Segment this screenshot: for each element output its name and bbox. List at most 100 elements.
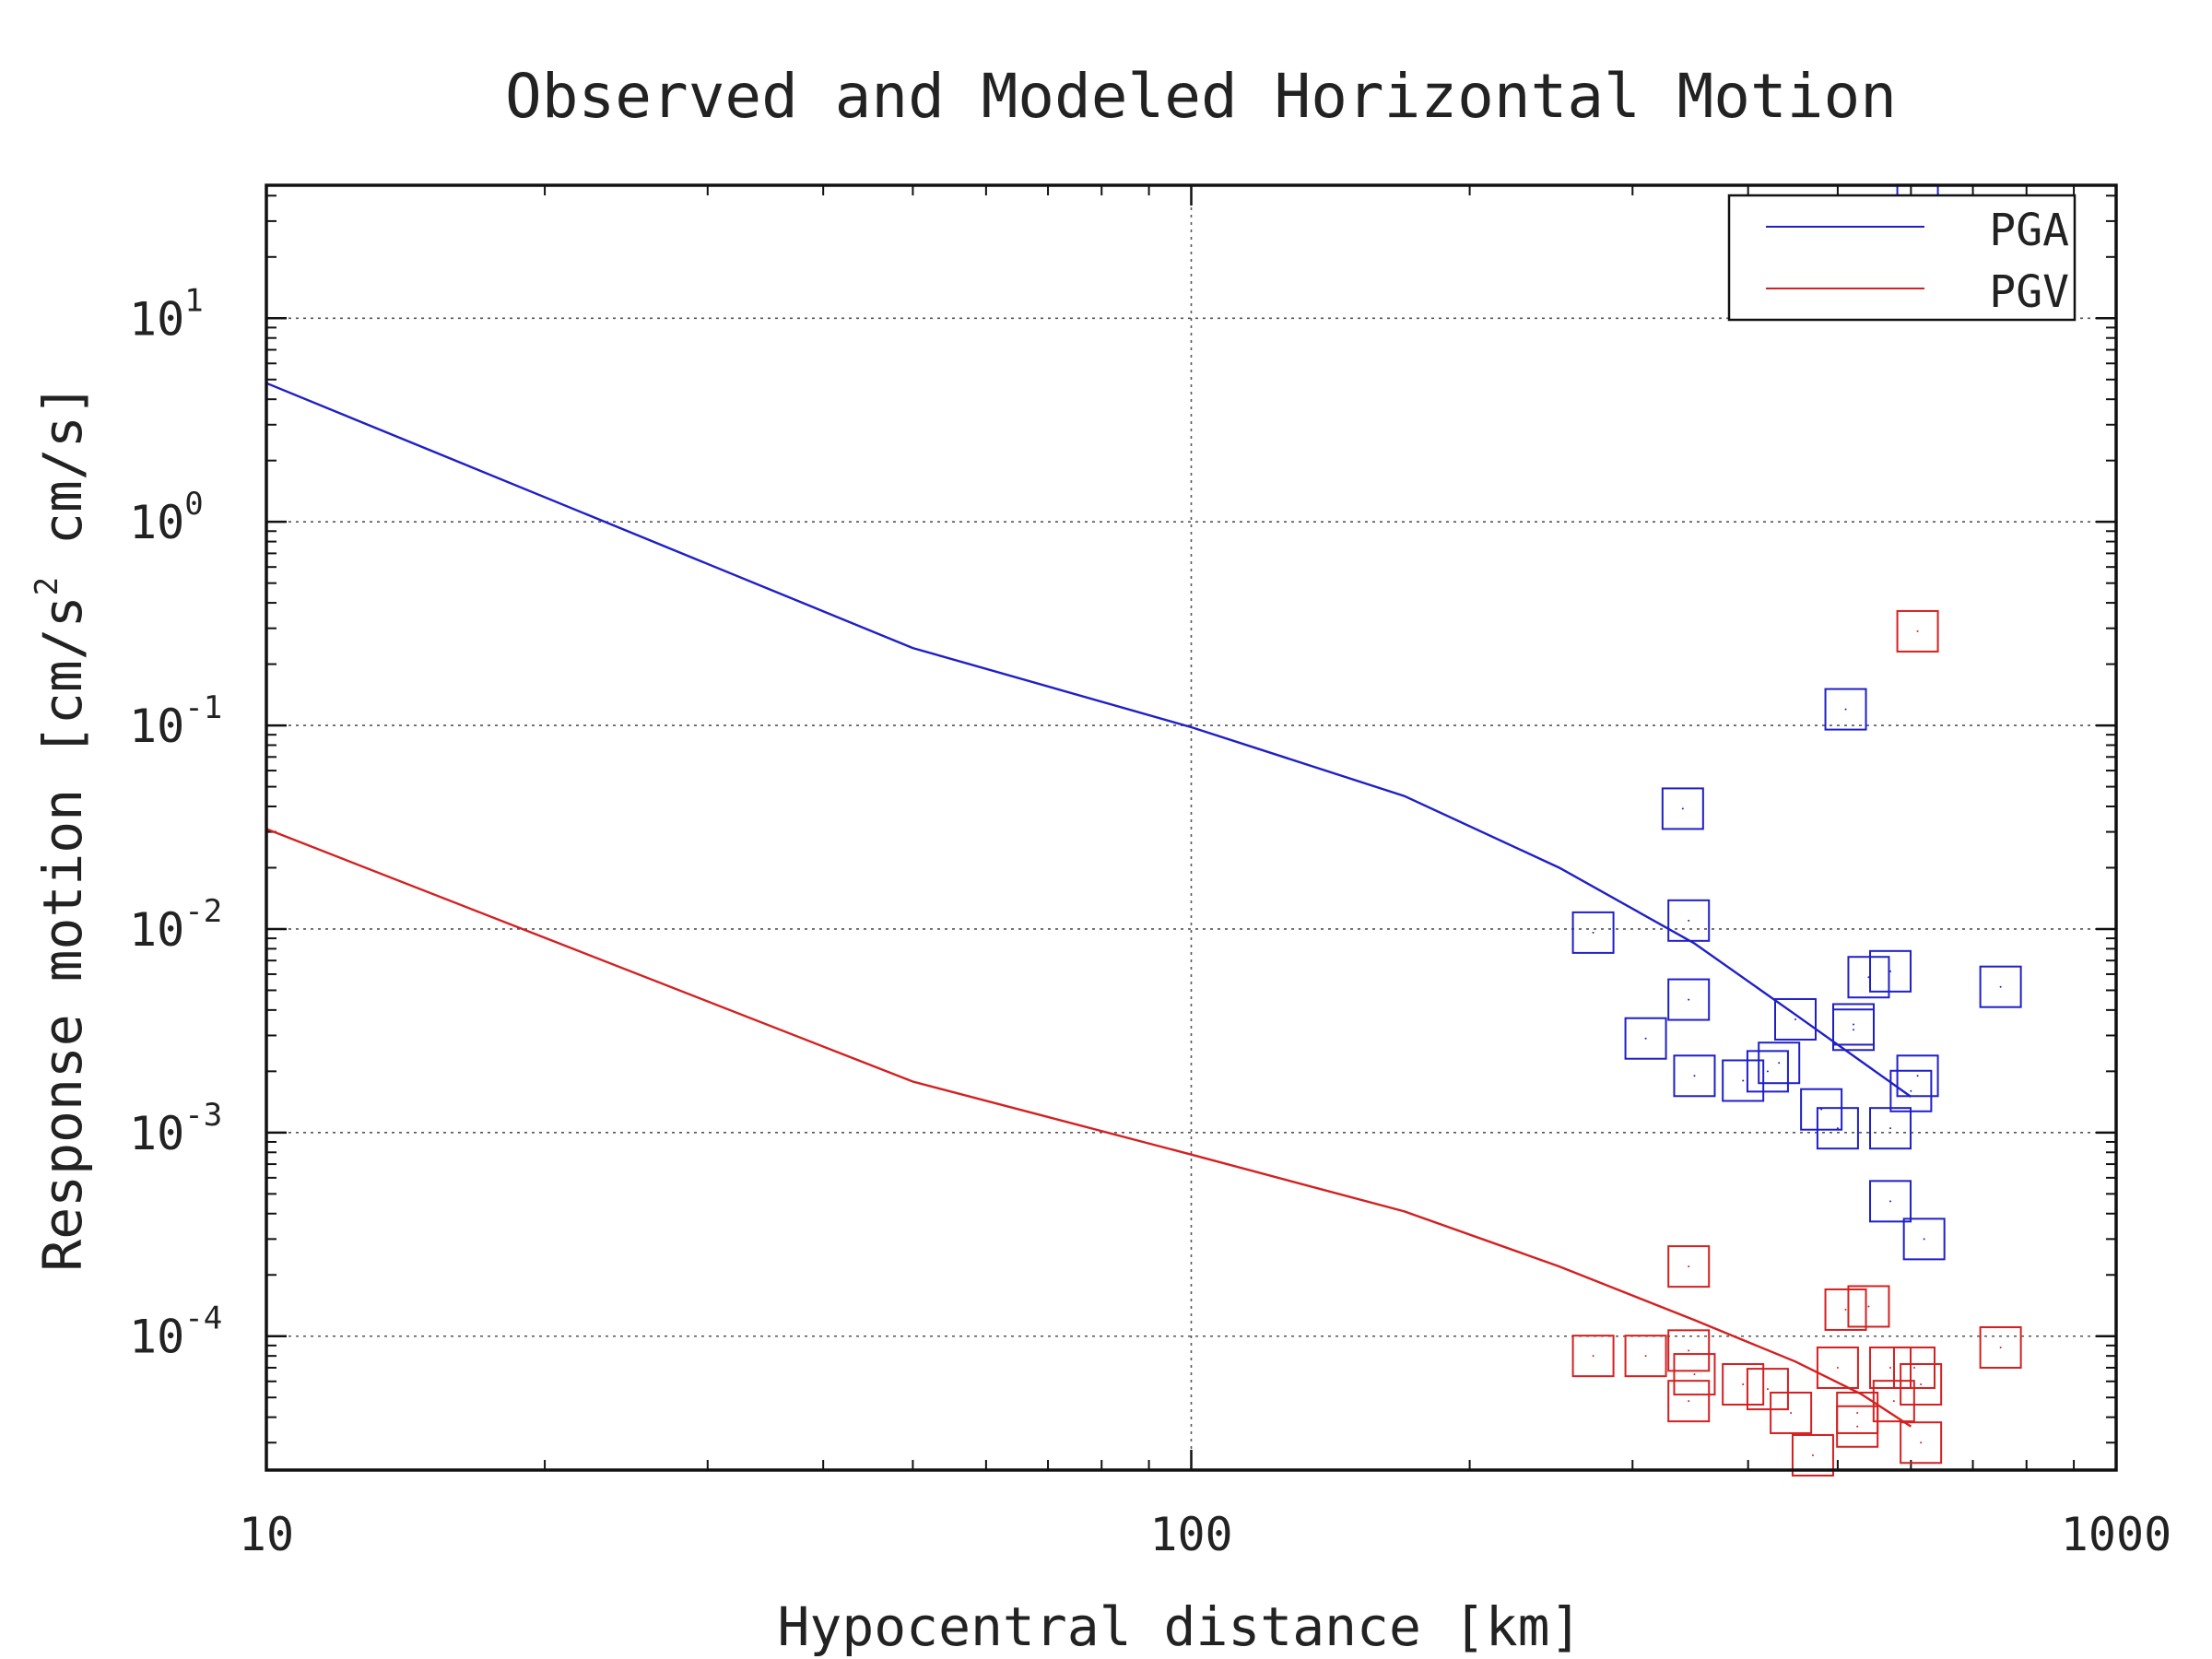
legend-label-pga: PGA — [1989, 205, 2069, 256]
observed-point-pga — [1758, 1041, 1801, 1085]
observed-point-center-pga — [1820, 1108, 1823, 1111]
observed-point-center-pgv — [1920, 1441, 1923, 1444]
observed-point-center-pga — [1916, 1075, 1919, 1077]
observed-point-pgv — [1869, 1346, 1912, 1389]
y-tick-label: 100 — [129, 486, 204, 549]
observed-point-center-pga — [1910, 1089, 1912, 1092]
observed-point-pga — [1896, 1054, 1939, 1098]
observed-point-pga — [1773, 997, 1817, 1041]
observed-point-center-pga — [1889, 1127, 1892, 1130]
y-axis-label-exponent: 2 — [29, 577, 65, 595]
observed-point-center-pgv — [1892, 1400, 1895, 1403]
legend: PGA PGV — [1727, 194, 2077, 322]
x-axis-label: Hypocentral distance [km] — [778, 1595, 1583, 1658]
observed-point-pgv — [1746, 1368, 1789, 1411]
observed-point-center-pgv — [1693, 1373, 1696, 1376]
y-tick-base: 10 — [129, 292, 184, 346]
observed-point-center-pga — [1766, 1070, 1769, 1073]
y-tick-exponent: -1 — [184, 689, 222, 726]
y-tick-base: 10 — [129, 496, 184, 549]
observed-point-pgv — [1892, 1346, 1936, 1389]
series-pgv — [265, 609, 2022, 1477]
observed-point-center-pga — [1999, 985, 2002, 988]
observed-point-center-pga — [1889, 1200, 1892, 1203]
legend-label-pgv: PGV — [1989, 266, 2069, 318]
observed-point-center-pga — [1681, 807, 1684, 810]
observed-point-pga — [1661, 787, 1704, 830]
observed-point-center-pgv — [1867, 1305, 1870, 1308]
observed-point-center-pgv — [1811, 1453, 1814, 1456]
observed-point-pga — [1847, 956, 1890, 999]
observed-point-pgv — [1624, 1335, 1667, 1378]
x-tick-label: 10 — [239, 1508, 294, 1561]
observed-point-center-pgv — [1844, 1308, 1847, 1311]
observed-point-center-pgv — [1644, 1355, 1647, 1358]
y-tick-label: 10-2 — [129, 893, 222, 957]
y-tick-label: 10-3 — [129, 1097, 222, 1160]
plot-frame — [265, 183, 2118, 1472]
model-line-pgv — [265, 828, 1912, 1428]
observed-point-center-pgv — [1912, 1366, 1915, 1369]
observed-point-center-pgv — [1999, 1347, 2002, 1349]
observed-point-center-pga — [1889, 970, 1892, 972]
observed-point-center-pgv — [1836, 1366, 1839, 1369]
observed-point-center-pgv — [1790, 1411, 1793, 1414]
series-layer — [265, 183, 2022, 1477]
observed-point-pgv — [1900, 1421, 1943, 1465]
y-tick-base: 10 — [129, 1107, 184, 1160]
observed-point-center-pga — [1794, 1018, 1796, 1020]
observed-point-pgv — [1824, 1288, 1867, 1331]
observed-point-center-pga — [1742, 1079, 1745, 1082]
y-tick-exponent: 1 — [184, 282, 203, 319]
y-axis-label: Response motion [cm/s2 cm/s] — [29, 383, 94, 1271]
observed-point-pga — [1869, 1180, 1912, 1223]
observed-point-pgv — [1770, 1391, 1813, 1434]
x-tick-labels: 10 100 1000 — [239, 1508, 2171, 1561]
observed-point-pgv — [1900, 1363, 1943, 1406]
y-tick-base: 10 — [129, 1311, 184, 1364]
y-axis-label-tail: cm/s] — [31, 383, 94, 577]
observed-point-pgv — [1673, 1353, 1716, 1396]
observed-point-center-pga — [1592, 931, 1594, 934]
observed-point-pga — [1889, 1069, 1933, 1112]
observed-point-center-pgv — [1889, 1366, 1892, 1369]
observed-point-center-pgv — [1920, 1383, 1923, 1386]
observed-point-center-pga — [1836, 1127, 1839, 1130]
observed-point-center-pga — [1853, 1023, 1855, 1026]
observed-point-center-pga — [1923, 1238, 1925, 1241]
observed-point-center-pgv — [1688, 1265, 1690, 1268]
observed-point-pga — [1746, 1050, 1789, 1093]
legend-box — [1727, 194, 2077, 322]
chart-title: Observed and Modeled Horizontal Motion — [505, 61, 1897, 132]
observed-point-pgv — [1667, 1380, 1711, 1423]
y-tick-exponent: 0 — [184, 486, 203, 523]
observed-point-pga — [1624, 1017, 1667, 1060]
y-tick-exponent: -3 — [184, 1097, 222, 1134]
observed-point-pga — [1824, 688, 1867, 731]
observed-point-pga — [1667, 899, 1711, 942]
observed-point-pgv — [1979, 1326, 2022, 1370]
observed-point-center-pgv — [1856, 1425, 1859, 1428]
observed-point-pgv — [1816, 1346, 1859, 1389]
y-tick-base: 10 — [129, 700, 184, 753]
observed-point-center-pgv — [1916, 629, 1919, 632]
y-tick-base: 10 — [129, 903, 184, 957]
observed-point-center-pga — [1844, 708, 1847, 711]
observed-point-center-pga — [1693, 1075, 1696, 1077]
observed-point-pga — [1816, 1107, 1859, 1150]
x-tick-label: 100 — [1149, 1508, 1232, 1561]
observed-point-center-pgv — [1766, 1388, 1769, 1391]
observed-point-center-pgv — [1592, 1355, 1594, 1358]
model-line-pga — [265, 382, 1912, 1098]
y-tick-exponent: -2 — [184, 893, 222, 930]
observed-point-pga — [1979, 965, 2022, 1008]
series-pga — [265, 183, 2022, 1261]
observed-point-pga — [1800, 1088, 1843, 1131]
observed-point-center-pgv — [1742, 1383, 1745, 1386]
observed-point-pga — [1832, 1008, 1876, 1052]
observed-point-center-pgv — [1688, 1400, 1690, 1403]
observed-point-center-pgv — [1856, 1411, 1859, 1414]
y-tick-label: 101 — [129, 282, 204, 346]
